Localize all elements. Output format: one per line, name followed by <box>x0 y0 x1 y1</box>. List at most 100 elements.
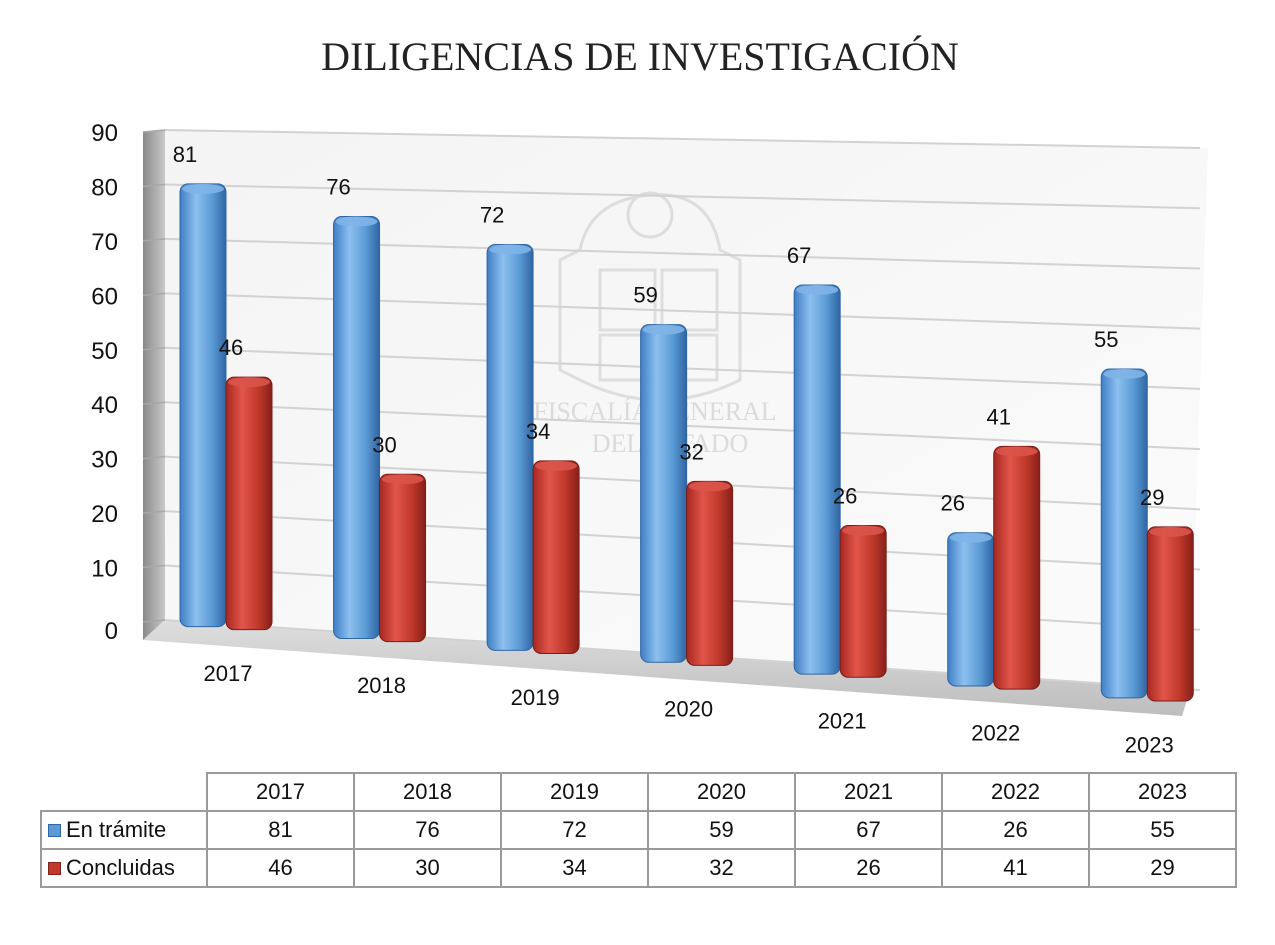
x-tick-label: 2022 <box>971 720 1020 745</box>
table-cell: 76 <box>353 810 502 850</box>
bar-top <box>535 460 578 471</box>
bar <box>640 324 688 663</box>
bar <box>686 480 734 666</box>
bar <box>532 460 580 654</box>
table-cell: 26 <box>941 810 1090 850</box>
bar-top <box>1149 526 1192 537</box>
data-label: 67 <box>787 243 811 268</box>
table-cell: 67 <box>794 810 943 850</box>
bar <box>486 243 534 651</box>
table-row-concluidas: Concluidas 46 30 34 32 26 41 29 <box>40 848 1237 888</box>
table-header-2021: 2021 <box>794 772 943 812</box>
table-cell: 72 <box>500 810 649 850</box>
data-label: 41 <box>986 404 1010 429</box>
x-tick-label: 2021 <box>818 709 867 734</box>
table-corner-cell <box>41 773 208 812</box>
gridline <box>164 183 1201 210</box>
data-label: 34 <box>526 419 550 444</box>
bar <box>225 376 273 631</box>
table-cell: 55 <box>1088 810 1237 850</box>
gridline-side <box>142 401 166 405</box>
table-header-row: 2017 2018 2019 2020 2021 2022 2023 <box>41 772 1237 812</box>
table-header-2022: 2022 <box>941 772 1090 812</box>
legend-concluidas: Concluidas <box>40 848 208 888</box>
y-tick-label: 50 <box>91 338 118 365</box>
bar <box>993 445 1041 690</box>
data-table: 2017 2018 2019 2020 2021 2022 2023 En tr… <box>40 772 1237 888</box>
bar <box>379 473 427 643</box>
data-label: 32 <box>679 439 703 464</box>
bar <box>793 284 841 675</box>
table-header-2020: 2020 <box>647 772 796 812</box>
gridline-side <box>142 129 166 133</box>
y-tick-label: 40 <box>91 392 118 419</box>
legend-swatch-red <box>48 861 61 875</box>
table-cell: 46 <box>206 848 355 888</box>
y-tick-label: 60 <box>91 283 118 310</box>
gridline-side <box>142 564 166 569</box>
x-tick-label: 2018 <box>357 673 406 698</box>
data-label: 81 <box>173 142 197 167</box>
bar <box>333 216 381 639</box>
gridline-side <box>142 238 166 242</box>
bar-top <box>1103 368 1146 379</box>
bar-top <box>335 216 378 227</box>
chart-side-wall <box>143 130 165 640</box>
table-cell: 59 <box>647 810 796 850</box>
bar-top <box>381 474 424 485</box>
gridline-side <box>142 347 166 351</box>
legend-label-concluidas: Concluidas <box>66 855 175 880</box>
table-header-2023: 2023 <box>1088 772 1237 812</box>
bar <box>179 183 227 628</box>
bar <box>947 532 995 687</box>
data-label: 59 <box>633 283 657 308</box>
legend-en-tramite: En trámite <box>40 810 208 850</box>
table-header-2017: 2017 <box>206 772 355 812</box>
bar-top <box>688 481 731 492</box>
bar-top <box>489 244 532 255</box>
table-header-2018: 2018 <box>353 772 502 812</box>
legend-label-en-tramite: En trámite <box>66 817 167 842</box>
data-label: 55 <box>1094 327 1118 352</box>
table-header-2019: 2019 <box>500 772 649 812</box>
chart-floor <box>143 620 1190 716</box>
data-label: 46 <box>219 335 243 360</box>
bar-top <box>842 525 885 536</box>
table-cell: 81 <box>206 810 355 850</box>
data-label: 26 <box>833 484 857 509</box>
gridline-side <box>142 292 166 297</box>
bar-top <box>949 532 992 543</box>
legend-swatch-blue <box>48 823 61 837</box>
bar <box>839 525 887 678</box>
y-tick-label: 30 <box>91 447 118 474</box>
bar-chart: DILIGENCIAS DE INVESTIGACIÓN FISCALÍA GE… <box>91 34 1208 757</box>
y-tick-label: 0 <box>105 618 118 645</box>
bar-top <box>995 446 1038 457</box>
bar-top <box>642 324 685 335</box>
y-tick-label: 20 <box>91 501 118 528</box>
x-tick-label: 2023 <box>1125 732 1174 757</box>
table-cell: 34 <box>500 848 649 888</box>
gridline-side <box>142 619 166 623</box>
gridline <box>164 129 1201 149</box>
table-cell: 30 <box>353 848 502 888</box>
gridline-side <box>142 183 166 188</box>
table-cell: 29 <box>1088 848 1237 888</box>
bar <box>1146 526 1194 702</box>
data-label: 29 <box>1140 485 1164 510</box>
data-label: 30 <box>372 432 396 457</box>
data-label: 76 <box>326 175 350 200</box>
bar-top <box>182 183 224 194</box>
y-tick-label: 70 <box>91 229 118 256</box>
x-tick-label: 2020 <box>664 697 713 722</box>
data-label: 26 <box>940 491 964 516</box>
data-label: 72 <box>480 202 504 227</box>
table-cell: 26 <box>794 848 943 888</box>
table-cell: 41 <box>941 848 1090 888</box>
bar-top <box>796 284 839 295</box>
table-cell: 32 <box>647 848 796 888</box>
bar <box>1100 368 1148 699</box>
y-tick-label: 10 <box>91 556 118 583</box>
table-row-en-tramite: En trámite 81 76 72 59 67 26 55 <box>40 810 1237 850</box>
x-tick-label: 2019 <box>511 685 560 710</box>
